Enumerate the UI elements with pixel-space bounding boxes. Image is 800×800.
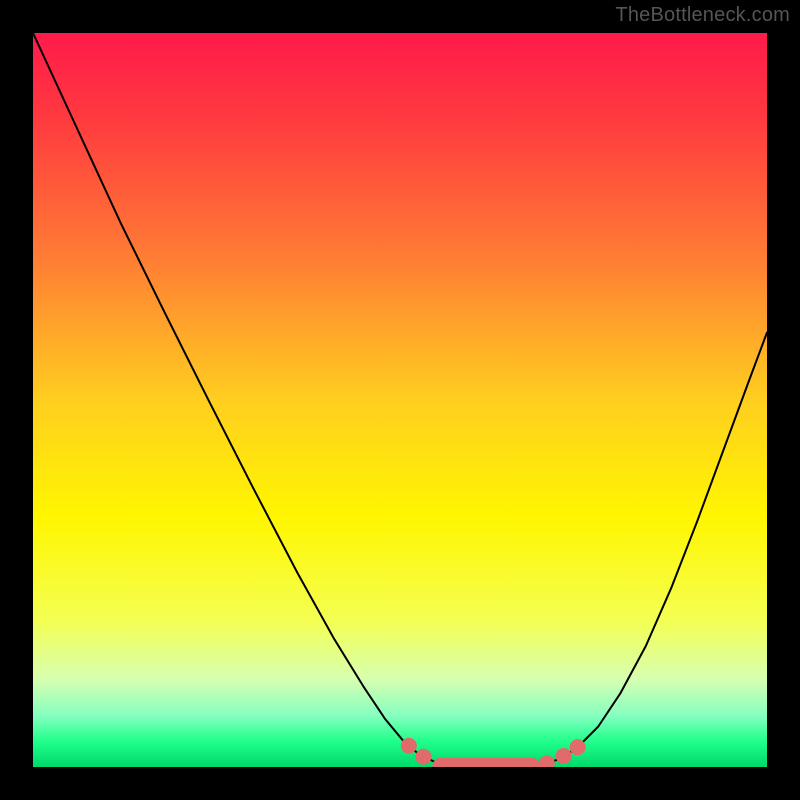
marker-dot [401,738,417,754]
watermark-text: TheBottleneck.com [615,4,790,27]
marker-dot [556,748,572,764]
bottleneck-chart [0,0,800,800]
gradient-background [33,33,767,767]
marker-dot [415,749,431,765]
marker-dot [570,739,586,755]
chart-container: TheBottleneck.com [0,0,800,800]
